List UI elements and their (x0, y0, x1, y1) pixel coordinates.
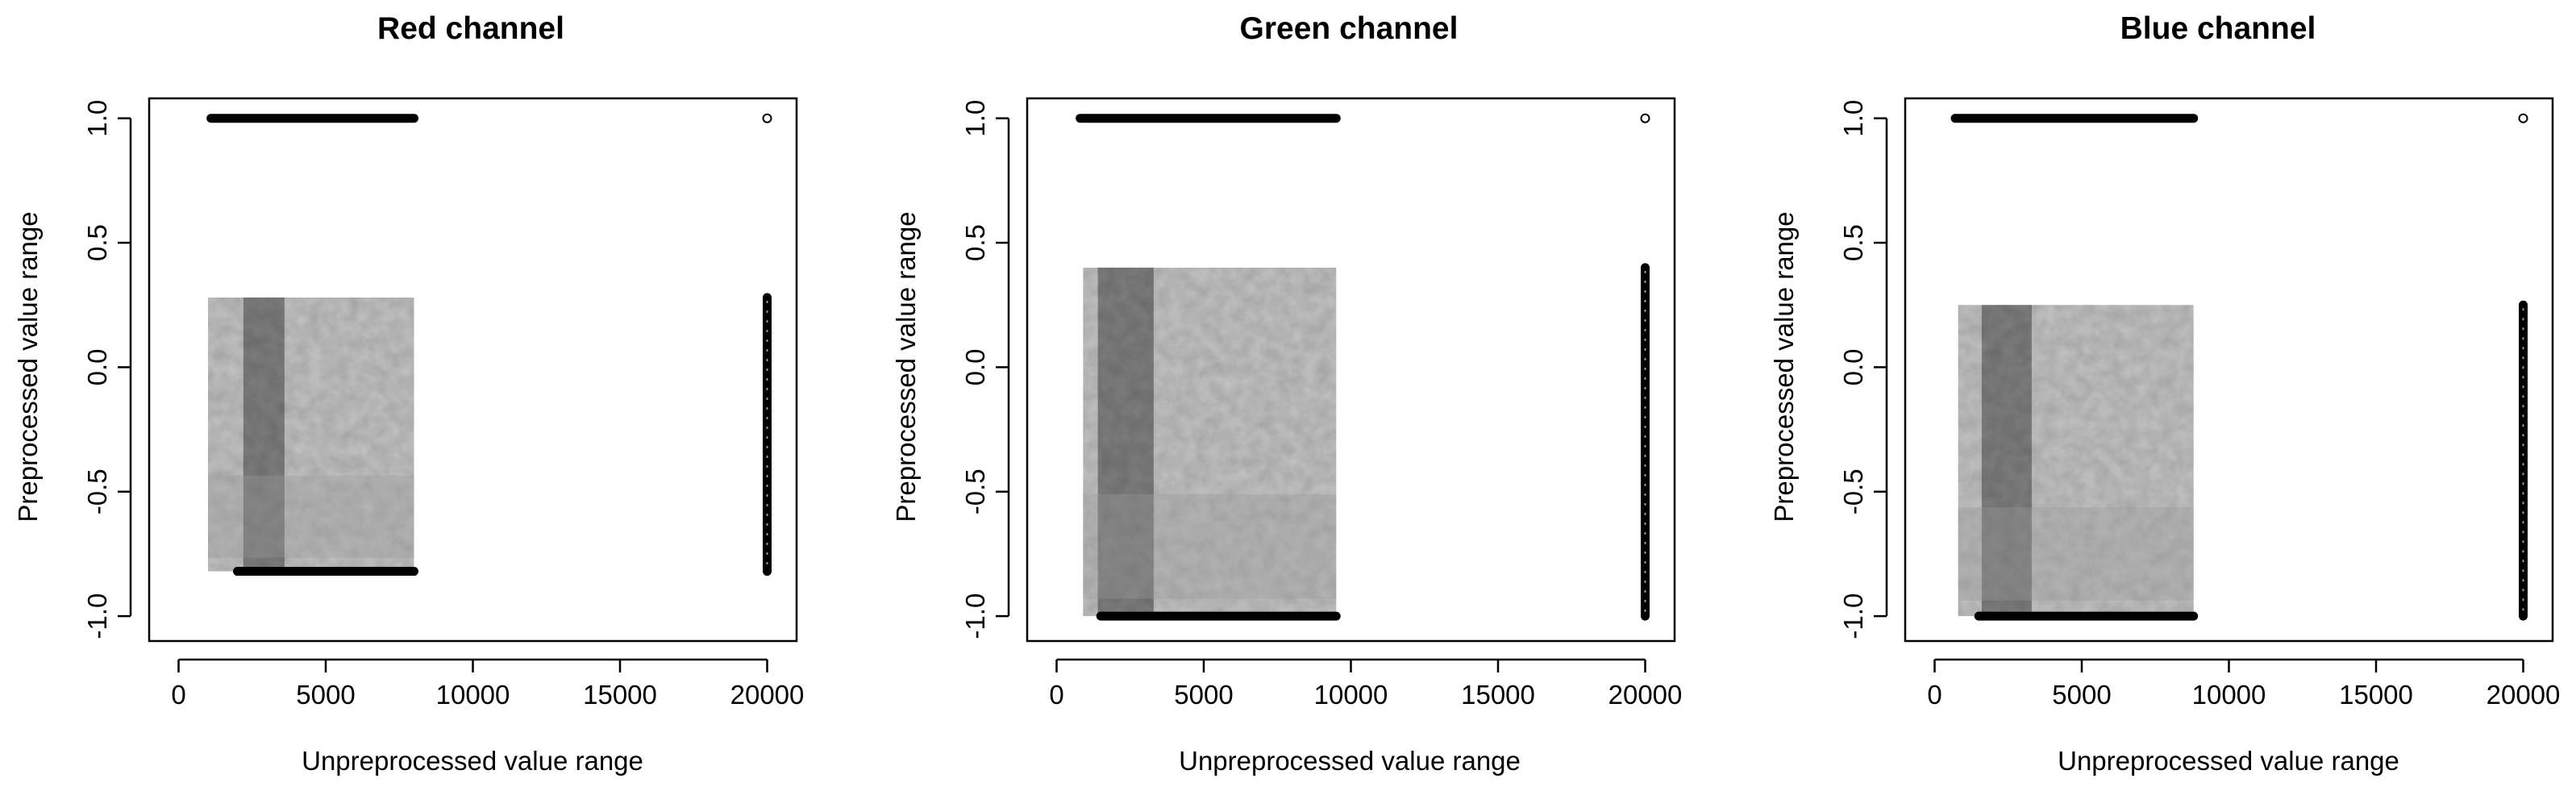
x-tick-label: 15000 (583, 680, 657, 710)
y-tick-label: 0.5 (1838, 224, 1868, 261)
y-tick-label: -0.5 (1838, 468, 1868, 514)
x-tick-label: 20000 (2487, 680, 2561, 710)
x-tick-label: 5000 (1174, 680, 1233, 710)
x-tick-label: 20000 (730, 680, 805, 710)
density-mid-band (208, 475, 414, 558)
x-axis-label: Unpreprocessed value range (2058, 746, 2399, 776)
x-tick-label: 20000 (1608, 680, 1683, 710)
y-tick-label: -0.5 (82, 468, 112, 514)
x-tick-label: 10000 (436, 680, 510, 710)
y-tick-label: 1.0 (82, 100, 112, 137)
x-axis-label: Unpreprocessed value range (1179, 746, 1521, 776)
y-tick-label: 1.0 (960, 100, 990, 137)
density-mid-band (1958, 507, 2194, 601)
y-tick-label: 0.0 (960, 348, 990, 385)
y-tick-label: -1.0 (82, 593, 112, 639)
plot-area: 0 5000 10000 15000 20000 -1.0 -0.5 0.0 0.5 1.0 (960, 97, 1683, 710)
y-tick-label: -1.0 (960, 593, 990, 639)
x-axis-label: Unpreprocessed value range (302, 746, 643, 776)
x-tick-label: 5000 (2052, 680, 2111, 710)
panel-title: Blue channel (2120, 11, 2316, 46)
y-tick-label: 1.0 (1838, 100, 1868, 137)
density-dark-band (1097, 267, 1154, 617)
y-axis-label: Preprocessed value range (13, 211, 43, 522)
y-tick-label: 0.0 (82, 348, 112, 385)
x-tick-label: 10000 (1314, 680, 1388, 710)
x-tick-label: 0 (1927, 680, 1941, 710)
plot-frame (148, 97, 798, 643)
panel-red: Red channel Unpreprocessed value range P… (13, 11, 804, 776)
plot-frame (1026, 97, 1676, 643)
x-tick-label: 15000 (1461, 680, 1535, 710)
x-tick-label: 15000 (2339, 680, 2413, 710)
y-tick-label: 0.0 (1838, 348, 1868, 385)
data-point (2518, 113, 2528, 123)
panel-title: Green channel (1240, 11, 1459, 46)
data-point (1640, 113, 1650, 123)
plot-area: 0 5000 10000 15000 20000 -1.0 -0.5 0.0 0.5 1.0 (82, 97, 805, 710)
x-tick-label: 5000 (296, 680, 355, 710)
y-tick-label: 0.5 (82, 224, 112, 261)
density-block (208, 297, 414, 572)
density-mid-band (1083, 493, 1337, 599)
density-dark-band (1981, 305, 2032, 617)
y-tick-label: 0.5 (960, 224, 990, 261)
x-tick-label: 0 (171, 680, 185, 710)
panel-title: Red channel (377, 11, 564, 46)
plot-area: 0 5000 10000 15000 20000 -1.0 -0.5 0.0 0.5 1.0 (1838, 97, 2561, 710)
y-tick-label: -1.0 (1838, 593, 1868, 639)
data-point (762, 113, 772, 123)
y-axis-label: Preprocessed value range (891, 211, 921, 522)
x-tick-label: 0 (1049, 680, 1063, 710)
panel-blue: Blue channel Unpreprocessed value range … (1769, 11, 2560, 776)
x-tick-label: 10000 (2192, 680, 2266, 710)
plot-frame (1904, 97, 2554, 643)
y-axis-label: Preprocessed value range (1769, 211, 1799, 522)
panel-green: Green channel Unpreprocessed value range… (891, 11, 1682, 776)
density-dark-band (243, 297, 285, 572)
y-tick-label: -0.5 (960, 468, 990, 514)
